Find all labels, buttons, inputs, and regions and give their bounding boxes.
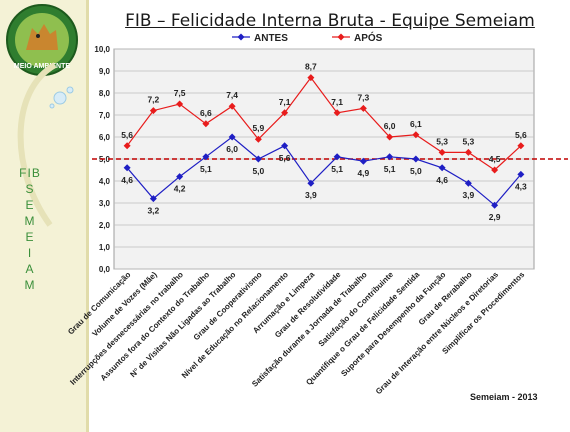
y-tick-label: 9,0 xyxy=(99,67,111,76)
data-label: 5,1 xyxy=(331,164,343,174)
data-point xyxy=(176,173,184,181)
sidebar-vertical-text: FIB S E M E I A M xyxy=(10,165,50,293)
data-point xyxy=(254,135,262,143)
data-label: 5,3 xyxy=(462,136,474,146)
data-label: 5,0 xyxy=(410,166,422,176)
data-label: 3,9 xyxy=(462,190,474,200)
data-point xyxy=(386,153,394,161)
data-label: 4,3 xyxy=(515,181,527,191)
data-label: 7,2 xyxy=(147,95,159,105)
data-point xyxy=(359,104,367,112)
sidebar-letter: E xyxy=(25,230,35,244)
data-label: 4,9 xyxy=(357,168,369,178)
data-point xyxy=(307,74,315,82)
y-tick-label: 1,0 xyxy=(99,243,111,252)
legend-marker xyxy=(337,33,345,41)
data-point xyxy=(464,148,472,156)
data-label: 6,0 xyxy=(226,144,238,154)
data-point xyxy=(386,133,394,141)
meio-ambiente-logo: MEIO AMBIENTE xyxy=(6,4,78,76)
data-point xyxy=(123,142,131,150)
sidebar-letter: M xyxy=(24,278,36,292)
y-tick-label: 4,0 xyxy=(99,177,111,186)
data-point xyxy=(491,166,499,174)
data-point xyxy=(149,107,157,115)
data-label: 7,4 xyxy=(226,90,238,100)
data-label: 7,1 xyxy=(279,97,291,107)
data-label: 5,6 xyxy=(279,153,291,163)
data-label: 4,6 xyxy=(121,175,133,185)
data-label: 5,6 xyxy=(121,130,133,140)
y-tick-label: 2,0 xyxy=(99,221,111,230)
data-point xyxy=(359,157,367,165)
data-point xyxy=(281,142,289,150)
legend-label: ANTES xyxy=(254,33,288,44)
data-label: 7,1 xyxy=(331,97,343,107)
data-point xyxy=(517,142,525,150)
data-point xyxy=(149,195,157,203)
legend-marker xyxy=(237,33,245,41)
legend-label: APÓS xyxy=(354,31,383,44)
y-tick-label: 7,0 xyxy=(99,111,111,120)
y-tick-label: 3,0 xyxy=(99,199,111,208)
data-point xyxy=(281,109,289,117)
decorative-bubbles xyxy=(17,62,74,227)
data-point xyxy=(438,164,446,172)
data-label: 2,9 xyxy=(489,212,501,222)
y-tick-label: 0,0 xyxy=(99,265,111,274)
data-label: 5,0 xyxy=(252,166,264,176)
data-point xyxy=(123,164,131,172)
data-point xyxy=(176,100,184,108)
sidebar-letter: M xyxy=(24,214,36,228)
data-label: 3,9 xyxy=(305,190,317,200)
data-point xyxy=(254,155,262,163)
data-label: 7,5 xyxy=(174,88,186,98)
data-point xyxy=(228,102,236,110)
data-point xyxy=(412,131,420,139)
data-point xyxy=(202,120,210,128)
data-point xyxy=(228,133,236,141)
y-tick-label: 8,0 xyxy=(99,89,111,98)
data-label: 7,3 xyxy=(357,92,369,102)
series-line-após xyxy=(126,76,522,171)
data-label: 6,0 xyxy=(384,121,396,131)
data-label: 4,2 xyxy=(174,184,186,194)
data-label: 5,3 xyxy=(436,136,448,146)
data-point xyxy=(333,109,341,117)
data-label: 6,6 xyxy=(200,108,212,118)
data-point xyxy=(307,179,315,187)
sidebar-letter: A xyxy=(25,262,35,276)
data-label: 3,2 xyxy=(147,206,159,216)
data-label: 4,6 xyxy=(436,175,448,185)
sidebar-letter: I xyxy=(27,246,33,260)
sidebar-divider xyxy=(86,0,89,432)
y-tick-label: 10,0 xyxy=(94,45,110,54)
series-line-antes xyxy=(126,136,522,207)
x-category-label: Grau de Interação entre Núcleos e Direto… xyxy=(374,270,501,397)
footer-credit: Semeiam - 2013 xyxy=(470,392,538,402)
sidebar-letter: FIB xyxy=(19,166,41,180)
data-point xyxy=(412,155,420,163)
sidebar-letter: E xyxy=(25,198,35,212)
data-label: 5,6 xyxy=(515,130,527,140)
data-label: 8,7 xyxy=(305,62,317,72)
y-tick-label: 6,0 xyxy=(99,133,111,142)
data-label: 5,1 xyxy=(384,164,396,174)
logo-text: MEIO AMBIENTE xyxy=(14,63,70,70)
data-label: 4,5 xyxy=(489,154,501,164)
data-point xyxy=(517,170,525,178)
sidebar-letter: S xyxy=(25,182,35,196)
data-point xyxy=(491,201,499,209)
x-category-label: Interrupções desnecessárias no trabalho xyxy=(68,270,185,387)
data-label: 5,9 xyxy=(252,123,264,133)
data-point xyxy=(438,148,446,156)
data-point xyxy=(202,153,210,161)
data-label: 6,1 xyxy=(410,119,422,129)
data-point xyxy=(464,179,472,187)
chart-title: FIB – Felicidade Interna Bruta - Equipe … xyxy=(125,11,535,31)
data-point xyxy=(333,153,341,161)
data-label: 5,1 xyxy=(200,164,212,174)
